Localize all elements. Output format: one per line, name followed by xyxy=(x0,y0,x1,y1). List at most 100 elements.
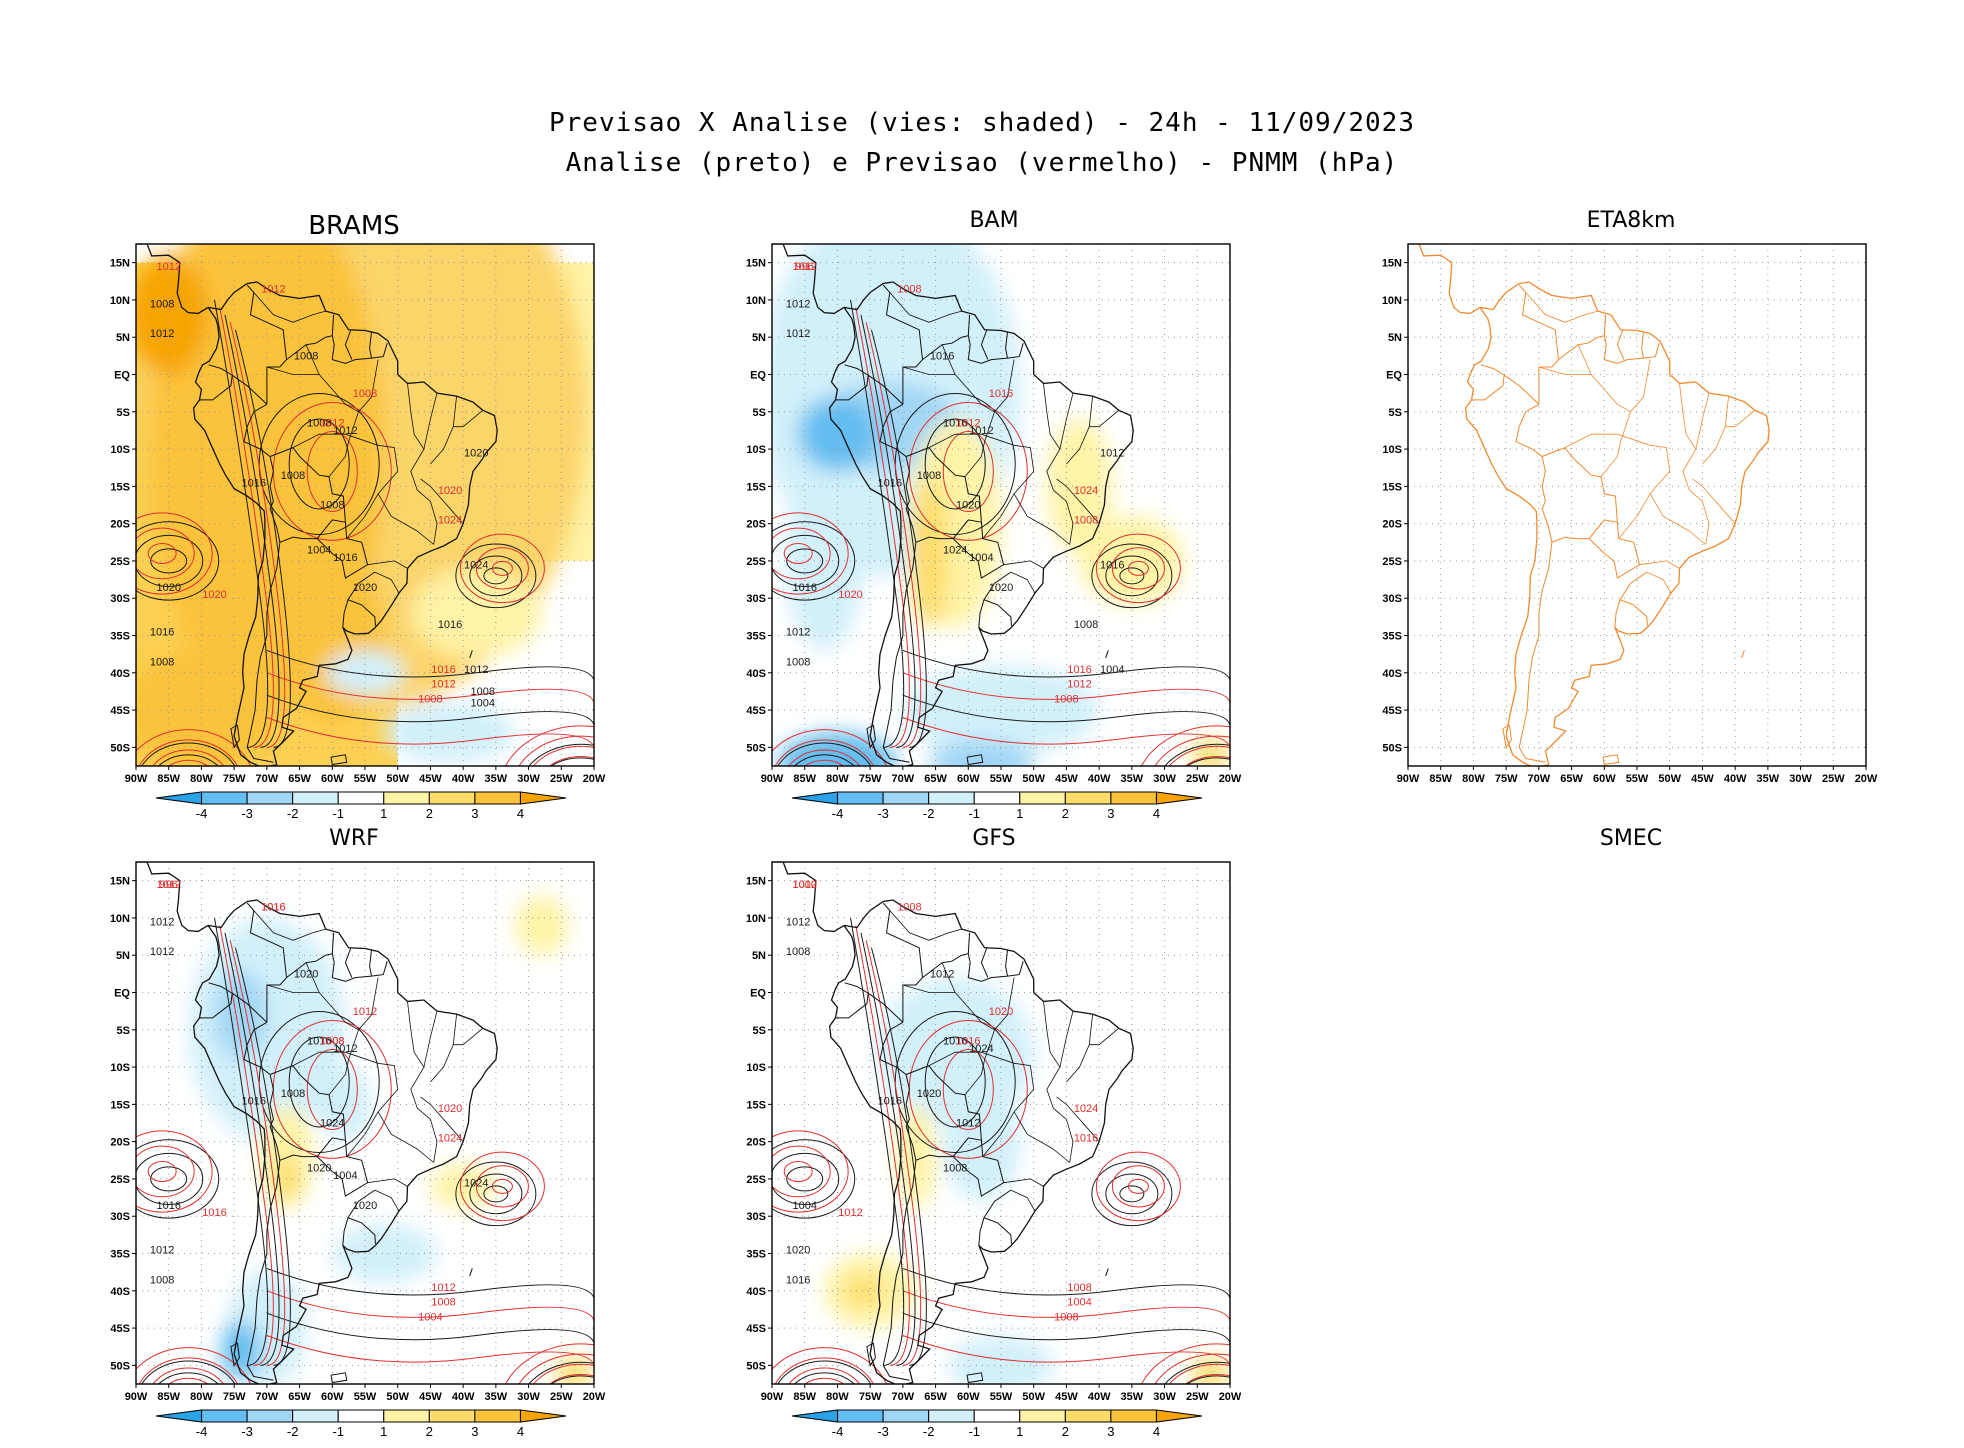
lat-tick-label: 5S xyxy=(117,1025,130,1037)
figure-title-line1: Previsao X Analise (vies: shaded) - 24h … xyxy=(549,108,1415,138)
contour-label-forecast: 1008 xyxy=(431,1297,455,1309)
contour-label-forecast: 1008 xyxy=(418,694,442,706)
country-border xyxy=(1616,330,1625,360)
contour-label-forecast: 1008 xyxy=(1054,694,1078,706)
contour-label-analysis: 1020 xyxy=(786,1245,810,1257)
map-panel-wrf: 1012101210201016100810121016102410201016… xyxy=(110,861,606,1403)
pressure-contour xyxy=(266,717,594,748)
state-border xyxy=(941,962,995,1031)
country-border xyxy=(1471,364,1505,401)
country-border xyxy=(867,992,904,1023)
state-border xyxy=(1577,344,1631,413)
lat-tick-label: 5S xyxy=(117,407,130,419)
pressure-contour xyxy=(902,1335,1230,1366)
lat-tick-label: 10N xyxy=(110,295,130,307)
contour-label-forecast: 1000 xyxy=(792,879,816,891)
country-border xyxy=(1518,456,1553,763)
pressure-contour xyxy=(793,1372,855,1384)
pressure-contour xyxy=(483,1185,509,1203)
state-border xyxy=(430,396,457,465)
pressure-contour xyxy=(1154,1353,1230,1384)
pressure-contour xyxy=(469,1173,523,1215)
lat-tick-label: 35S xyxy=(746,1249,766,1261)
pressure-contour xyxy=(942,430,994,512)
lat-tick-label: EQ xyxy=(750,988,766,1000)
colorbar-segment xyxy=(428,791,476,805)
contour-label-forecast: 1008 xyxy=(353,388,377,400)
contour-label-analysis: 1016 xyxy=(878,1095,902,1107)
pressure-contour xyxy=(786,548,824,574)
state-border xyxy=(1564,433,1671,539)
lon-tick-label: 45W xyxy=(419,1391,442,1403)
state-border xyxy=(453,1027,484,1046)
country-border xyxy=(905,446,982,543)
lagoon-outline xyxy=(1105,1268,1109,1277)
lon-tick-label: 20W xyxy=(1855,773,1878,785)
lat-tick-label: 10N xyxy=(110,913,130,925)
colorbar-label: -1 xyxy=(332,806,344,821)
state-border xyxy=(374,571,400,594)
lon-tick-label: 30W xyxy=(517,773,540,785)
state-border xyxy=(1525,292,1598,323)
pressure-contour xyxy=(266,1312,594,1344)
state-border xyxy=(266,366,320,375)
contour-label-analysis: 1012 xyxy=(969,425,993,437)
lon-tick-label: 65W xyxy=(924,1391,947,1403)
pressure-contour xyxy=(532,1363,594,1384)
lon-tick-label: 90W xyxy=(761,773,784,785)
lat-tick-label: 15S xyxy=(110,481,130,493)
colorbar-label: -3 xyxy=(877,806,889,821)
lon-tick-label: 35W xyxy=(485,773,508,785)
country-border xyxy=(243,403,271,457)
pressure-contour xyxy=(1111,547,1165,590)
island-coastline xyxy=(966,1372,984,1384)
state-border xyxy=(292,1051,399,1157)
lon-tick-label: 55W xyxy=(1626,773,1649,785)
contour-label-forecast: 1020 xyxy=(438,1103,462,1115)
country-border xyxy=(978,1217,985,1246)
contour-label-analysis: 1020 xyxy=(353,582,377,594)
contour-label-forecast: 1012 xyxy=(838,1207,862,1219)
state-border xyxy=(1010,571,1036,594)
lat-tick-label: 15S xyxy=(746,481,766,493)
colorbar-segment xyxy=(928,1409,975,1423)
coastline-central-america xyxy=(1408,244,1481,315)
contour-label-forecast: 1008 xyxy=(320,1036,344,1048)
contour-label-analysis: 1008 xyxy=(150,1274,174,1286)
contour-label-analysis: 1012 xyxy=(956,1118,980,1130)
map-content: 1012101210201016100810121016102410201016… xyxy=(136,862,594,1384)
country-border xyxy=(246,284,288,405)
contour-label-analysis: 1008 xyxy=(150,298,174,310)
country-border xyxy=(331,953,388,982)
pressure-contour xyxy=(902,672,1230,703)
island-coastline xyxy=(1602,754,1620,766)
lat-tick-label: 5N xyxy=(752,950,766,962)
contour-label-analysis: 1008 xyxy=(1074,619,1098,631)
pressure-contour xyxy=(141,742,236,766)
lon-tick-label: 80W xyxy=(826,1391,849,1403)
pressure-contour xyxy=(772,534,840,588)
lon-tick-label: 75W xyxy=(223,1391,246,1403)
contour-label-analysis: 1008 xyxy=(281,470,305,482)
pressure-contour xyxy=(783,542,813,564)
lon-tick-label: 25W xyxy=(1186,1391,1209,1403)
colorbar-segment xyxy=(882,1409,930,1423)
lon-tick-label: 75W xyxy=(859,773,882,785)
country-border xyxy=(882,284,924,405)
colorbar-segment xyxy=(428,1409,476,1423)
pressure-contour xyxy=(141,1360,236,1384)
lon-tick-label: 70W xyxy=(892,773,915,785)
contour-label-forecast: 1008 xyxy=(1067,1282,1091,1294)
map-panel-eta8km: 15N 10N 5N EQ 5S 10S 15S 20S 25S 30S 35S 40S 45S 50S 9… xyxy=(1382,243,1878,785)
contour-label-forecast: 1008 xyxy=(897,901,921,913)
lat-tick-label: 5N xyxy=(1388,332,1402,344)
pressure-contour xyxy=(234,947,291,1366)
pressure-contour xyxy=(774,1357,875,1384)
state-border xyxy=(253,910,326,941)
lon-tick-label: 20W xyxy=(1219,773,1242,785)
state-border xyxy=(377,1111,434,1163)
pressure-contour xyxy=(1184,1374,1230,1384)
colorbar-label: 4 xyxy=(1153,1424,1160,1439)
bias-blob xyxy=(843,1275,884,1306)
contour-label-analysis: 1016 xyxy=(943,418,967,430)
